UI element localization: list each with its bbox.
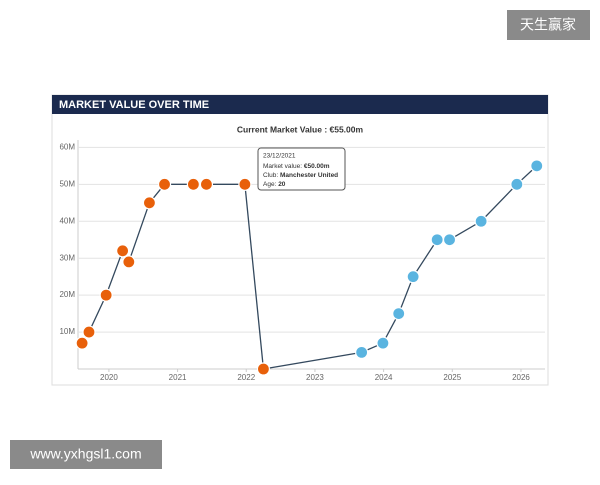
x-tick-label: 2023 (306, 373, 324, 382)
point (116, 244, 130, 258)
y-tick-label: 30M (59, 253, 75, 262)
x-tick-label: 2025 (443, 373, 461, 382)
panel (51, 94, 549, 386)
tooltip-row: Market value: €50.00m (263, 163, 330, 170)
point (238, 177, 252, 191)
watermark-box (507, 10, 590, 40)
x-tick-label: 2026 (512, 373, 530, 382)
tooltip-label: Club: (263, 172, 278, 179)
point (406, 270, 420, 284)
tooltip-label: Market value: (263, 163, 302, 170)
point (157, 177, 172, 191)
y-tick-label: 20M (59, 290, 75, 299)
point (199, 177, 214, 191)
point (474, 214, 488, 228)
point (82, 325, 96, 339)
x-tick-label: 2022 (237, 373, 255, 382)
chart-title: Current Market Value : €55.00m (237, 124, 364, 134)
point (75, 336, 89, 350)
tooltip-box (257, 147, 346, 191)
watermark: www.yxhgsl1.com (29, 446, 141, 462)
point (430, 233, 444, 247)
tooltip: 23/12/2021 Market value: €50.00m Club: M… (257, 147, 346, 191)
y-tick-label: 10M (59, 327, 75, 336)
tooltip-row: Club: Manchester United (263, 172, 338, 179)
point (376, 336, 390, 350)
y-tick-label: 50M (59, 179, 75, 188)
header: MARKET VALUE OVER TIME (59, 99, 209, 111)
point (122, 255, 136, 269)
point (392, 306, 406, 321)
tooltip-label: Age: (263, 181, 277, 188)
tooltip-date: 23/12/2021 (263, 153, 296, 160)
x-tick-label: 2020 (100, 373, 118, 382)
point (99, 288, 113, 302)
tooltip-value: €50.00m (304, 163, 330, 170)
watermark: 天生赢家 (520, 17, 576, 33)
point (256, 362, 271, 376)
plot: 10M 20M 30M 40M 50M 60M 2020 2021 2022 2023 2024 20… (59, 140, 545, 382)
x-tick-label: 2024 (375, 373, 393, 382)
watermark-box (10, 440, 162, 469)
x-tick-label: 2021 (169, 373, 187, 382)
header-bar (52, 95, 548, 114)
point (442, 233, 457, 247)
point (142, 196, 157, 210)
y-tick-label: 40M (59, 216, 75, 225)
tooltip-value: 20 (278, 181, 286, 188)
point (186, 177, 200, 191)
y-tick-label: 60M (59, 142, 75, 151)
tooltip-value: Manchester United (280, 172, 338, 179)
point (530, 159, 544, 173)
point (355, 345, 369, 359)
tooltip-row: Age: 20 (263, 181, 286, 188)
point (510, 177, 524, 191)
